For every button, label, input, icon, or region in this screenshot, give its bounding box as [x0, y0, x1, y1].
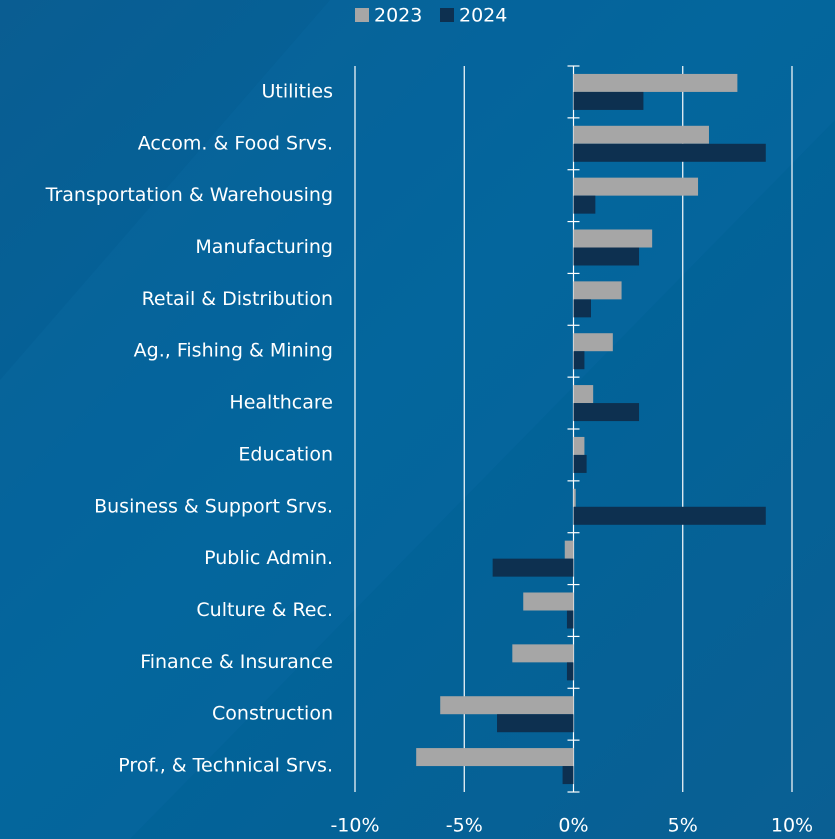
- bar: [573, 229, 653, 248]
- bar: [573, 299, 591, 318]
- bar: [573, 73, 738, 92]
- bar: [492, 558, 574, 577]
- bar: [573, 454, 587, 473]
- legend-label: 2023: [374, 5, 422, 27]
- y-tick-label: Manufacturing: [195, 236, 333, 258]
- bar: [573, 143, 766, 162]
- bar: [573, 247, 640, 266]
- y-tick-label: Utilities: [261, 80, 333, 102]
- x-tick-label: 5%: [668, 815, 698, 837]
- bar: [562, 766, 574, 785]
- bar: [573, 281, 622, 300]
- y-tick-label: Education: [238, 443, 333, 465]
- bar: [573, 436, 585, 455]
- bar: [573, 333, 613, 352]
- bar: [573, 385, 594, 404]
- bar: [566, 662, 574, 681]
- bar: [573, 506, 766, 525]
- y-tick-label: Accom. & Food Srvs.: [138, 132, 333, 154]
- y-tick-label: Finance & Insurance: [140, 651, 333, 673]
- bar: [573, 177, 699, 196]
- bar: [416, 748, 574, 767]
- y-tick-label: Public Admin.: [204, 547, 333, 569]
- x-tick-label: -10%: [330, 815, 379, 837]
- bar: [573, 403, 640, 422]
- x-tick-label: -5%: [446, 815, 483, 837]
- y-tick-label: Retail & Distribution: [142, 288, 333, 310]
- bar: [573, 91, 644, 110]
- y-tick-label: Prof., & Technical Srvs.: [118, 755, 333, 777]
- y-tick-label: Transportation & Warehousing: [45, 184, 333, 206]
- bar: [497, 714, 574, 733]
- bar: [573, 195, 596, 214]
- bar: [564, 540, 574, 559]
- legend-label: 2024: [459, 5, 507, 27]
- legend-swatch: [440, 8, 454, 22]
- bar: [440, 696, 574, 715]
- bar: [573, 488, 576, 507]
- y-tick-label: Healthcare: [229, 392, 333, 414]
- y-tick-label: Ag., Fishing & Mining: [134, 340, 333, 362]
- bar: [566, 610, 574, 629]
- x-tick-label: 10%: [771, 815, 813, 837]
- y-tick-label: Culture & Rec.: [196, 599, 333, 621]
- bar: [523, 592, 574, 611]
- y-tick-label: Construction: [212, 703, 333, 725]
- bar: [573, 351, 585, 370]
- bar: [512, 644, 574, 663]
- legend-swatch: [355, 8, 369, 22]
- x-tick-label: 0%: [558, 815, 588, 837]
- bar: [573, 125, 709, 144]
- y-tick-label: Business & Support Srvs.: [94, 495, 333, 517]
